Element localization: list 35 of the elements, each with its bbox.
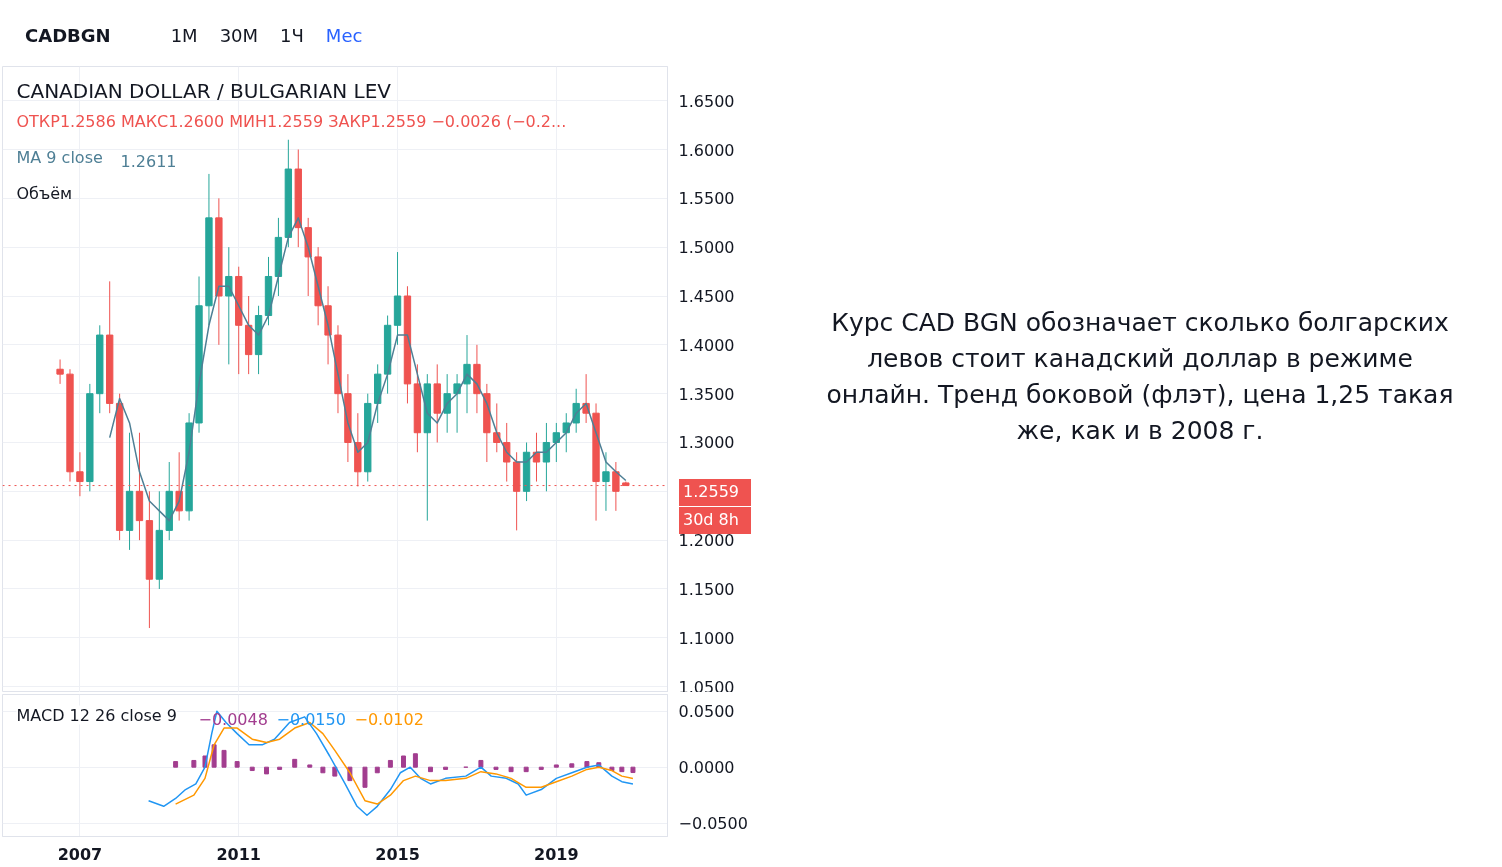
y-tick-label: 1.3500 — [678, 384, 735, 404]
y-tick-label: 0.0000 — [678, 758, 735, 778]
text: 30M — [219, 25, 259, 46]
annotation: 1.2611 — [120, 151, 177, 171]
y-tick-label: −0.0500 — [678, 814, 748, 834]
text: CANADIAN DOLLAR / BULGARIAN LEV — [16, 78, 392, 103]
text: 1M — [170, 25, 198, 46]
text: CADBGN — [25, 25, 111, 46]
y-tick-label: 1.5000 — [678, 238, 735, 258]
text: Мес — [325, 25, 363, 46]
annotation: Объём — [16, 183, 73, 203]
y-tick-label: 1.1000 — [678, 628, 735, 648]
text: MACD 12 26 close 9 — [16, 705, 177, 725]
y-tick-label: 1.6000 — [678, 140, 735, 160]
x-tick-label: 2019 — [534, 844, 579, 864]
annotation: ОТКР1.2586 МАКС1.2600 МИН1.2559 ЗАКР1.2559 −0.0026 (−0.2... — [16, 111, 567, 131]
annotation: −0.0150 — [276, 709, 346, 729]
y-tick-label: 1.2000 — [678, 531, 735, 551]
y-tick-label: 1.6500 — [678, 91, 735, 111]
text: 1Ч — [280, 25, 304, 46]
text: MA 9 close — [16, 147, 103, 167]
y-tick-label: 0.0500 — [678, 702, 735, 722]
x-tick-label: 2007 — [57, 844, 103, 864]
y-tick-label: 1.4500 — [678, 287, 735, 306]
y-tick-label: 1.0500 — [678, 677, 735, 697]
text: Курс CAD BGN обозначает сколько болгарских левов стоит канадский доллар в режиме онлайн. Тренд боковой (флэт), цена 1,25 такая же, как и в 2008 г. — [825, 307, 1455, 447]
y-tick-label: 1.5500 — [678, 189, 735, 209]
text: 30d 8h — [683, 510, 739, 530]
x-tick-label: 2015 — [375, 844, 420, 864]
x-tick-label: 2011 — [216, 844, 261, 864]
ref-line-label: 1.2559 — [679, 479, 751, 507]
y-tick-label: 1.3000 — [678, 433, 735, 453]
annotation: −0.0102 — [354, 709, 424, 729]
y-tick-label: 1.4000 — [678, 335, 735, 355]
y-tick-label: 1.1500 — [678, 579, 735, 599]
